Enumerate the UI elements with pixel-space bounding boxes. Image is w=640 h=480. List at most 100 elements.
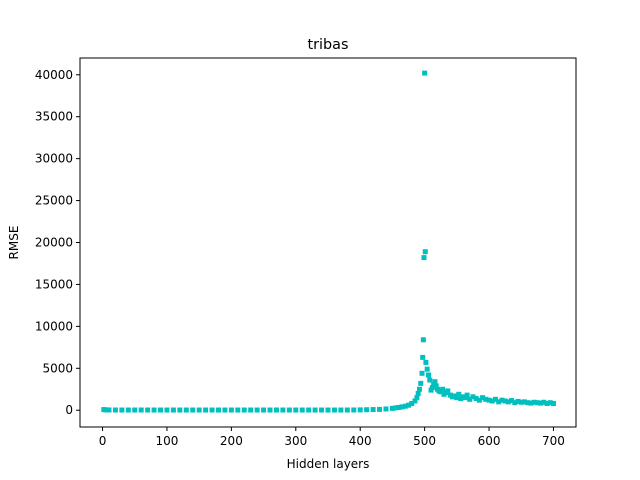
- x-tick-label: 300: [284, 434, 307, 448]
- data-point: [541, 399, 547, 405]
- y-tick-label: 25000: [35, 194, 73, 208]
- data-point: [480, 395, 486, 401]
- data-point: [414, 395, 420, 401]
- data-point: [423, 359, 429, 365]
- data-point: [421, 255, 427, 261]
- data-point: [138, 407, 144, 413]
- y-axis-ticks: 0 5000 10000 15000 20000 25000 30000 35000 40000: [35, 68, 80, 417]
- data-point: [456, 391, 462, 397]
- data-point: [428, 387, 434, 393]
- data-point: [415, 390, 421, 396]
- data-point: [145, 407, 151, 413]
- x-tick-label: 0: [99, 434, 107, 448]
- data-point: [125, 407, 131, 413]
- data-point: [499, 397, 505, 403]
- data-point: [462, 395, 468, 401]
- data-point: [286, 407, 292, 413]
- data-point: [228, 407, 234, 413]
- data-point: [261, 407, 267, 413]
- data-point: [393, 405, 399, 411]
- y-tick-label: 20000: [35, 236, 73, 250]
- data-point: [248, 407, 254, 413]
- data-point: [409, 401, 415, 407]
- y-tick-label: 30000: [35, 152, 73, 166]
- data-point: [396, 404, 402, 410]
- data-point: [254, 407, 260, 413]
- data-point: [464, 392, 470, 398]
- data-point: [433, 383, 439, 389]
- data-point: [273, 407, 279, 413]
- x-tick-label: 500: [413, 434, 436, 448]
- data-point: [402, 403, 408, 409]
- data-point: [416, 386, 422, 392]
- data-point: [196, 407, 202, 413]
- data-point: [424, 366, 430, 372]
- data-point: [338, 407, 344, 413]
- y-tick-label: 10000: [35, 319, 73, 333]
- data-point: [377, 406, 383, 412]
- data-point: [525, 400, 531, 406]
- data-point: [505, 399, 511, 405]
- data-point: [458, 395, 464, 401]
- data-point: [412, 398, 418, 404]
- data-point: [422, 249, 428, 255]
- x-axis-ticks: 0 100 200 300 400 500 600 700: [99, 427, 565, 448]
- data-point: [547, 400, 553, 406]
- data-point: [351, 407, 357, 413]
- data-point: [151, 407, 157, 413]
- data-point: [209, 407, 215, 413]
- data-point: [431, 381, 437, 387]
- data-point: [103, 407, 109, 413]
- data-point: [425, 372, 431, 378]
- data-point: [489, 398, 495, 404]
- data-point: [420, 354, 426, 360]
- data-point: [319, 407, 325, 413]
- data-point: [164, 407, 170, 413]
- y-tick-label: 0: [65, 403, 73, 417]
- data-point: [312, 407, 318, 413]
- y-tick-label: 15000: [35, 277, 73, 291]
- data-point: [509, 398, 515, 404]
- data-point: [364, 407, 370, 413]
- data-point: [370, 407, 376, 413]
- data-point: [235, 407, 241, 413]
- data-point: [521, 399, 527, 405]
- y-tick-label: 40000: [35, 68, 73, 82]
- data-point: [325, 407, 331, 413]
- data-point: [112, 407, 118, 413]
- data-point: [203, 407, 209, 413]
- data-point: [473, 395, 479, 401]
- data-point: [445, 388, 451, 394]
- data-point: [427, 377, 433, 383]
- data-point: [183, 407, 189, 413]
- data-point: [158, 407, 164, 413]
- data-point: [222, 407, 228, 413]
- data-point: [422, 70, 428, 76]
- data-point: [470, 394, 476, 400]
- data-point: [515, 398, 521, 404]
- data-point: [550, 401, 556, 407]
- data-point: [528, 400, 534, 406]
- data-point: [357, 407, 363, 413]
- data-point: [531, 399, 537, 405]
- data-point: [267, 407, 273, 413]
- x-tick-label: 400: [349, 434, 372, 448]
- data-point: [299, 407, 305, 413]
- data-point: [429, 385, 435, 391]
- x-tick-label: 700: [542, 434, 565, 448]
- data-point: [496, 399, 502, 405]
- data-point: [190, 407, 196, 413]
- data-point: [306, 407, 312, 413]
- x-axis-title: Hidden layers: [287, 457, 370, 471]
- data-point: [344, 407, 350, 413]
- y-tick-label: 35000: [35, 110, 73, 124]
- y-axis-title: RMSE: [7, 226, 21, 260]
- data-point: [106, 407, 112, 413]
- data-point: [512, 400, 518, 406]
- data-point: [383, 406, 389, 412]
- data-point: [492, 396, 498, 402]
- data-point: [486, 397, 492, 403]
- chart-title: tribas: [307, 37, 348, 53]
- data-point: [418, 380, 424, 386]
